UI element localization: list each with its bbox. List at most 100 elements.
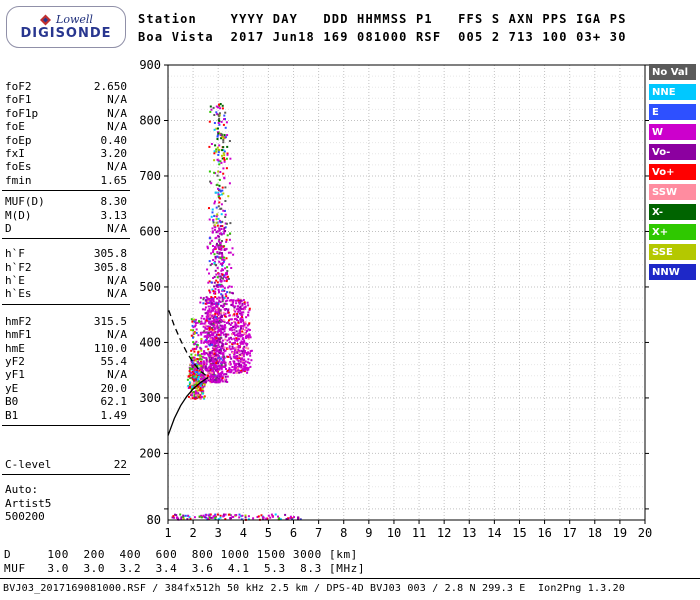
param-row: yF1 N/A	[2, 368, 130, 381]
autoscaling-info: Auto: Artist5 500200	[2, 483, 130, 523]
param-row: hmF1 N/A	[2, 328, 130, 341]
param-value: N/A	[107, 287, 127, 301]
svg-text:2: 2	[189, 526, 196, 540]
svg-text:80: 80	[147, 513, 161, 527]
param-value: 3.13	[100, 208, 128, 222]
param-value: 305.8	[93, 260, 127, 274]
param-value: 3.20	[100, 146, 128, 160]
param-row: yF2 55.4	[2, 355, 130, 368]
param-label: h`F	[5, 247, 25, 261]
param-row: fxI 3.20	[2, 147, 130, 160]
svg-text:5: 5	[265, 526, 272, 540]
auto-text: Artist5	[5, 496, 52, 510]
param-value: N/A	[107, 106, 127, 120]
svg-text:10: 10	[387, 526, 401, 540]
svg-text:700: 700	[139, 169, 161, 183]
legend-label: E	[652, 106, 659, 118]
legend-label: W	[652, 126, 664, 138]
svg-text:900: 900	[139, 58, 161, 72]
legend-label: No Val	[652, 66, 689, 78]
param-row: C-level 22	[2, 458, 130, 471]
param-label: hmE	[5, 341, 25, 355]
param-row: foEs N/A	[2, 160, 130, 173]
auto-text: 500200	[5, 510, 45, 524]
param-label: hmF2	[5, 314, 32, 328]
param-row: M(D) 3.13	[2, 209, 130, 222]
param-value: N/A	[107, 221, 127, 235]
param-value: N/A	[107, 93, 127, 107]
svg-text:500: 500	[139, 280, 161, 294]
param-label: foF1p	[5, 106, 39, 120]
legend-entry-E: E	[649, 104, 696, 120]
svg-text:13: 13	[462, 526, 476, 540]
legend-label: NNW	[652, 266, 680, 278]
param-group: h`F 305.8 h`F2 305.8 h`E N/A h`Es N/A	[2, 247, 130, 305]
legend-entry-NoVal: No Val	[649, 64, 696, 80]
svg-text:17: 17	[562, 526, 576, 540]
param-label: h`F2	[5, 260, 32, 274]
param-value: 62.1	[100, 395, 128, 409]
param-row: hmE 110.0	[2, 342, 130, 355]
param-label: h`Es	[5, 287, 32, 301]
param-value: N/A	[107, 274, 127, 288]
svg-text:20: 20	[638, 526, 652, 540]
legend-entry-SSW: SSW	[649, 184, 696, 200]
param-value: 110.0	[93, 341, 127, 355]
param-label: C-level	[5, 457, 52, 471]
param-label: M(D)	[5, 208, 32, 222]
param-label: B0	[5, 395, 19, 409]
svg-text:18: 18	[588, 526, 602, 540]
param-label: D	[5, 221, 12, 235]
param-value: N/A	[107, 328, 127, 342]
param-label: hmF1	[5, 328, 32, 342]
param-value: 1.49	[100, 408, 128, 422]
svg-text:6: 6	[290, 526, 297, 540]
legend-entry-SSE: SSE	[649, 244, 696, 260]
param-value: N/A	[107, 160, 127, 174]
svg-text:9: 9	[365, 526, 372, 540]
param-label: MUF(D)	[5, 195, 45, 209]
status-line: BVJ03_2017169081000.RSF / 384fx512h 50 k…	[0, 578, 700, 594]
param-label: yE	[5, 381, 19, 395]
svg-text:11: 11	[412, 526, 426, 540]
param-value: 2.650	[93, 80, 127, 93]
svg-text:1: 1	[164, 526, 171, 540]
param-row: h`E N/A	[2, 274, 130, 287]
param-row: B0 62.1	[2, 395, 130, 408]
param-value: 305.8	[93, 247, 127, 261]
svg-text:12: 12	[437, 526, 451, 540]
svg-text:400: 400	[139, 335, 161, 349]
param-row: foF1p N/A	[2, 107, 130, 120]
logo-company: Lowell	[56, 12, 93, 26]
param-row: foEp 0.40	[2, 134, 130, 147]
svg-text:19: 19	[613, 526, 627, 540]
param-separator	[2, 424, 130, 426]
param-label: B1	[5, 408, 19, 422]
param-row: D N/A	[2, 222, 130, 235]
echo-legend: No Val NNE E W Vo- Vo+ SSW X- X+ SSE NNW	[649, 64, 696, 284]
param-label: fxI	[5, 146, 25, 160]
legend-entry-X+: X+	[649, 224, 696, 240]
param-value: 1.65	[100, 173, 128, 187]
param-value: 315.5	[93, 314, 127, 328]
legend-label: SSW	[652, 186, 677, 198]
param-row: fmin 1.65	[2, 174, 130, 187]
param-row: B1 1.49	[2, 409, 130, 422]
legend-entry-Vo-: Vo-	[649, 144, 696, 160]
svg-text:4: 4	[240, 526, 247, 540]
station-header: Station YYYY DAY DDD HHMMSS P1 FFS S AXN…	[138, 12, 627, 44]
svg-text:16: 16	[537, 526, 551, 540]
auto-line: 500200	[2, 510, 130, 523]
param-label: h`E	[5, 274, 25, 288]
legend-label: Vo+	[652, 166, 675, 178]
lowell-logo-mark	[40, 14, 52, 25]
param-group: hmF2 315.5 hmF1 N/A hmE 110.0 yF2 55.4 yF1 N/A yE 2…	[2, 315, 130, 426]
param-separator	[2, 303, 130, 305]
param-value: 22	[113, 457, 127, 471]
svg-text:600: 600	[139, 224, 161, 238]
param-label: fmin	[5, 173, 32, 187]
digisonde-logo: Lowell DIGISONDE	[6, 6, 126, 48]
